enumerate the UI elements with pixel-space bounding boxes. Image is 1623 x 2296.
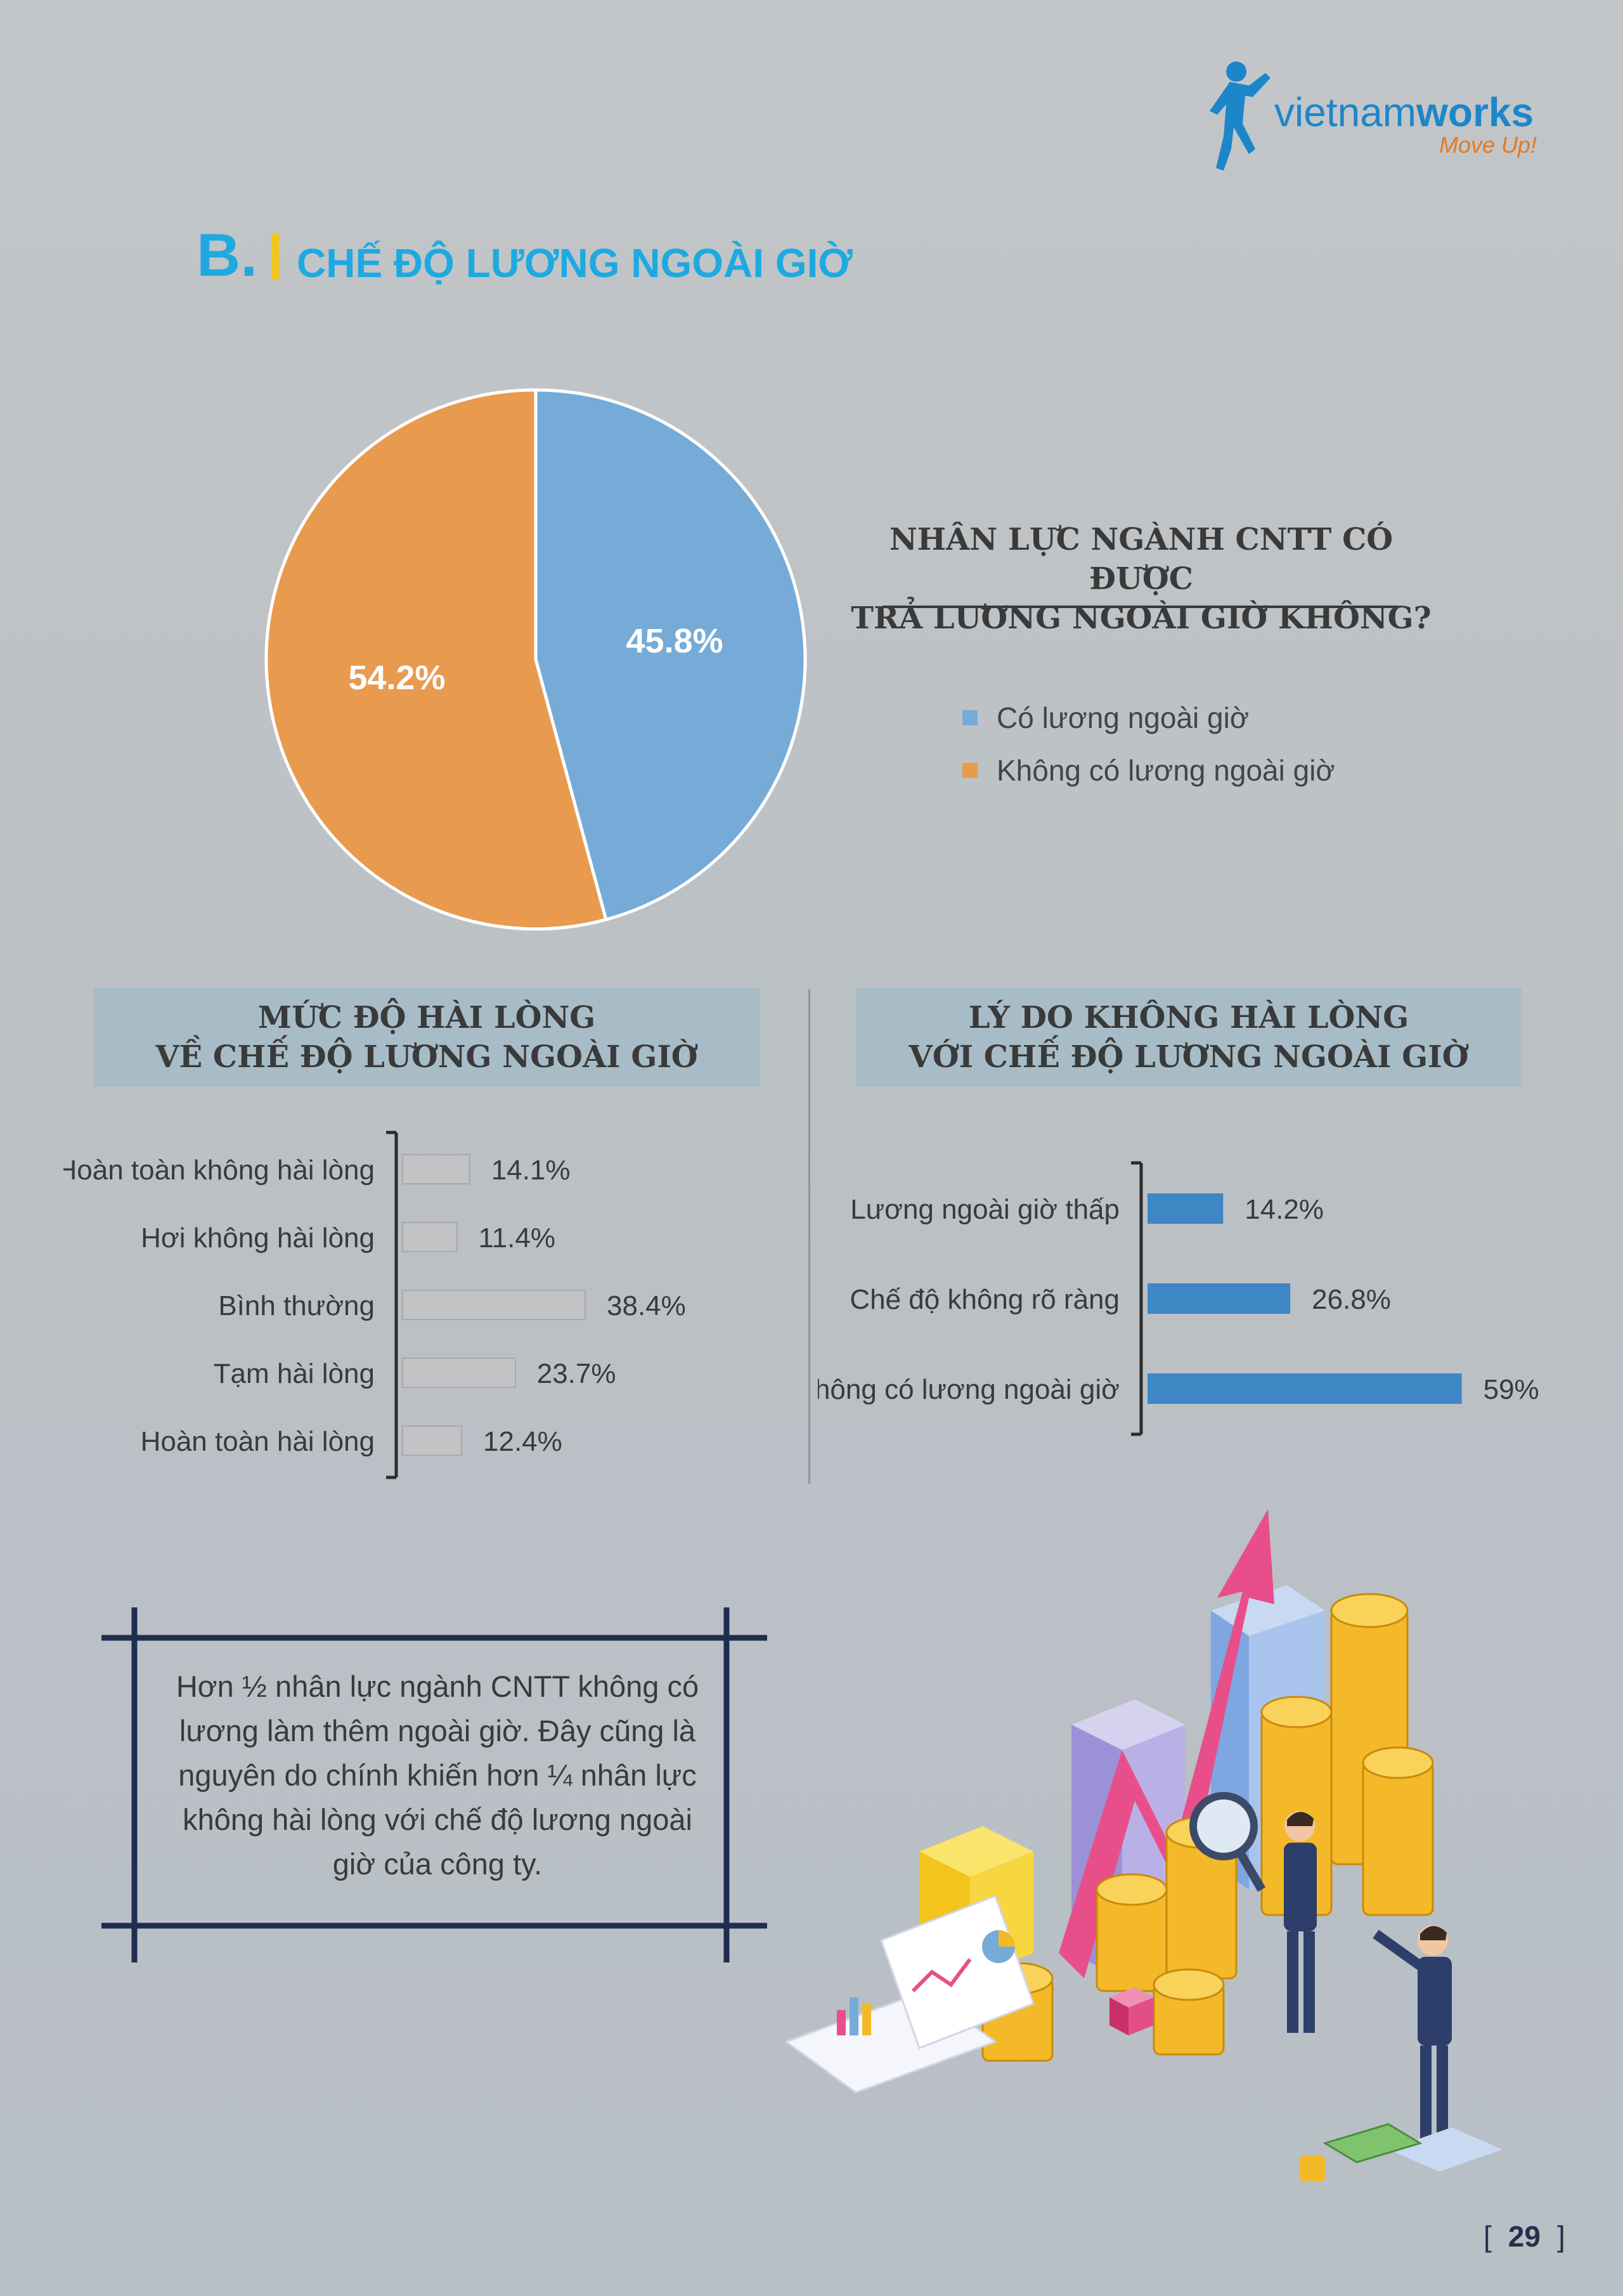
category-label: Lương ngoài giờ thấp <box>850 1194 1120 1225</box>
category-label: Hoàn toàn hài lòng <box>141 1426 375 1457</box>
legend-swatch-paid <box>962 710 978 725</box>
bar <box>402 1358 516 1388</box>
note-line: nguyên do chính khiến hơn ¼ nhân lực <box>178 1758 697 1792</box>
brand-name: vietnamworks <box>1274 89 1534 135</box>
bar <box>1148 1193 1224 1224</box>
note-line: giờ của công ty. <box>332 1847 543 1881</box>
brand-tagline: Move Up! <box>1439 132 1537 158</box>
reasons-header-line-1: LÝ DO KHÔNG HÀI LÒNG <box>968 1000 1409 1035</box>
column-divider <box>808 989 810 1484</box>
bar-value-label: 26.8% <box>1312 1284 1391 1315</box>
category-label: Hơi không hài lòng <box>141 1223 375 1254</box>
category-label: Chế độ không rõ ràng <box>850 1284 1120 1315</box>
bar <box>402 1154 470 1184</box>
bar-value-label: 11.4% <box>479 1223 556 1254</box>
reasons-bar-chart: Lương ngoài giờ thấp 14.2% Chế độ không rõ… <box>818 1161 1539 1436</box>
satisfaction-bar-chart: Hoàn toàn không hài lòng 14.1% Hơi không h… <box>63 1131 686 1479</box>
pie-slice <box>534 388 807 922</box>
reasons-header: LÝ DO KHÔNG HÀI LÒNG VỚI CHẾ ĐỘ LƯƠNG NG… <box>856 988 1522 1087</box>
legend-label-paid: Có lương ngoài giờ <box>997 701 1250 734</box>
bar-value-label: 38.4% <box>607 1290 686 1321</box>
magnifier-icon <box>1189 1792 1266 1892</box>
bar-value-label: 14.1% <box>491 1155 571 1186</box>
overtime-pay-pie-chart: 45.8% 54.2% <box>264 388 807 931</box>
note-line: không hài lòng với chế độ lương ngoài <box>183 1803 692 1836</box>
bar-value-label: 12.4% <box>483 1426 562 1457</box>
pie-slice-label: 54.2% <box>348 659 445 697</box>
legend-item-paid: Có lương ngoài giờ <box>962 701 1249 735</box>
pie-question-line-2: TRẢ LƯƠNG NGOÀI GIỜ KHÔNG? <box>851 600 1432 636</box>
bar <box>1148 1373 1462 1404</box>
section-title: CHẾ ĐỘ LƯƠNG NGOÀI GIỜ <box>297 240 853 286</box>
category-label: Không có lương ngoài giờ <box>818 1374 1120 1405</box>
category-label: Bình thường <box>218 1290 375 1321</box>
category-label: Hoàn toàn không hài lòng <box>63 1155 375 1186</box>
runner-icon <box>1210 62 1271 171</box>
note-text: Hơn ½ nhân lực ngành CNTT không có lương… <box>158 1664 716 1886</box>
pie-slice-label: 45.8% <box>626 622 723 660</box>
growth-arrow-icon <box>1059 1509 1274 1978</box>
bar-value-label: 14.2% <box>1245 1194 1324 1225</box>
reasons-header-line-2: VỚI CHẾ ĐỘ LƯƠNG NGOÀI GIỜ <box>908 1039 1469 1075</box>
pie-question-underline <box>883 606 1399 608</box>
category-label: Tạm hài lòng <box>214 1358 375 1389</box>
pie-slice <box>264 388 608 931</box>
bar-value-label: 23.7% <box>537 1358 616 1389</box>
bar <box>402 1425 462 1456</box>
businessman-icon <box>1284 1811 1317 2033</box>
page-number: [29] <box>1484 2220 1565 2253</box>
pink-cube-icon <box>1109 1987 1154 2035</box>
section-title-separator <box>271 233 279 279</box>
legend-swatch-unpaid <box>962 762 978 778</box>
bar <box>402 1222 458 1252</box>
satisfaction-header: MỨC ĐỘ HÀI LÒNG VỀ CHẾ ĐỘ LƯƠNG NGOÀI GI… <box>94 988 760 1087</box>
legend-item-unpaid: Không có lương ngoài giờ <box>962 753 1335 788</box>
satisfaction-header-line-1: MỨC ĐỘ HÀI LÒNG <box>257 1000 596 1035</box>
note-line: Hơn ½ nhân lực ngành CNTT không có <box>176 1670 699 1703</box>
cash-icon <box>1300 2123 1423 2181</box>
vietnamworks-logo <box>1210 62 1271 171</box>
bar-value-label: 59% <box>1484 1374 1539 1405</box>
report-document-icon <box>784 1895 1035 2094</box>
bar <box>1148 1283 1291 1314</box>
note-frame <box>101 1607 767 1962</box>
note-line: lương làm thêm ngoài giờ. Đây cũng là <box>179 1714 696 1748</box>
legend-label-unpaid: Không có lương ngoài giờ <box>997 754 1335 787</box>
pie-chart-question: NHÂN LỰC NGÀNH CNTT CÓ ĐƯỢC TRẢ LƯƠNG NG… <box>843 520 1439 638</box>
section-letter: B. <box>197 221 257 289</box>
pie-question-line-1: NHÂN LỰC NGÀNH CNTT CÓ ĐƯỢC <box>889 522 1393 597</box>
satisfaction-header-line-2: VỀ CHẾ ĐỘ LƯƠNG NGOÀI GIỜ <box>155 1039 698 1075</box>
bar <box>402 1290 586 1320</box>
finance-growth-illustration <box>784 1509 1503 2181</box>
businessman-pointing-icon <box>1373 1925 1503 2172</box>
